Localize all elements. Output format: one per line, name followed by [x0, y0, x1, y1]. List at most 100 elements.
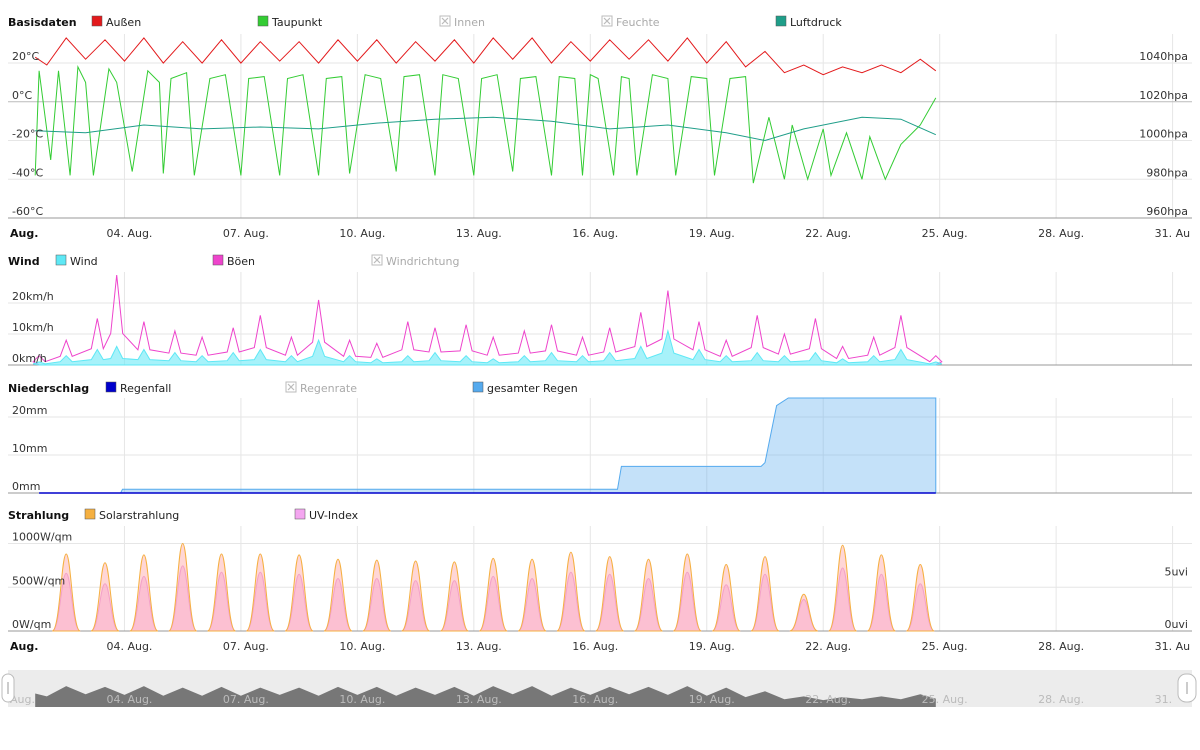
legend-label: Feuchte — [616, 16, 660, 29]
legend-item-innen[interactable]: Innen — [439, 15, 485, 29]
navigator-month-label: Aug. — [10, 693, 35, 706]
x-tick-label: 19. Aug. — [689, 227, 735, 240]
navigator-handle-right[interactable] — [1177, 673, 1197, 703]
navigator-tick-label: 25. Aug. — [922, 693, 968, 706]
legend-item-wind[interactable]: Wind — [55, 254, 98, 268]
y-tick-label: 0km/h — [12, 352, 47, 365]
legend-label: Wind — [70, 255, 98, 268]
x-tick-label: 28. Aug. — [1038, 640, 1084, 653]
x-tick-label: 13. Aug. — [456, 640, 502, 653]
legend-label: Windrichtung — [386, 255, 459, 268]
navigator-series — [35, 686, 936, 707]
legend-swatch — [91, 15, 103, 27]
y2-tick-label: 1020hpa — [1139, 89, 1188, 102]
y-tick-label: 500W/qm — [12, 574, 65, 587]
x-tick-label: 31. Au — [1155, 640, 1191, 653]
y2-tick-label: 0uvi — [1164, 618, 1188, 631]
legend-label: Solarstrahlung — [99, 509, 179, 522]
x-tick-label: 13. Aug. — [456, 227, 502, 240]
legend-item-b-en[interactable]: Böen — [212, 254, 255, 268]
navigator-tick-label: 16. Aug. — [572, 693, 618, 706]
navigator-tick-label: 10. Aug. — [339, 693, 385, 706]
y-tick-label: 20km/h — [12, 290, 54, 303]
legend-item-taupunkt[interactable]: Taupunkt — [257, 15, 323, 29]
x-tick-label: 31. Au — [1155, 227, 1191, 240]
x-tick-label: 10. Aug. — [339, 227, 385, 240]
legend-swatch — [84, 508, 96, 520]
legend-item-luftdruck[interactable]: Luftdruck — [775, 15, 842, 29]
navigator-tick-label: 04. Aug. — [106, 693, 152, 706]
y-tick-label: 0W/qm — [12, 618, 51, 631]
series-line-taupunkt — [34, 65, 937, 184]
legend-label: Außen — [106, 16, 141, 29]
x-tick-label: 16. Aug. — [572, 227, 618, 240]
legend-swatch — [775, 15, 787, 27]
legend-label: gesamter Regen — [487, 382, 578, 395]
text-layer: Basisdaten Außen Taupunkt Innen Feuchte Luftd… — [8, 15, 1191, 653]
x-tick-label: 22. Aug. — [805, 227, 851, 240]
legend-cross — [287, 383, 295, 391]
y2-tick-label: 960hpa — [1146, 205, 1188, 218]
panel-title-basisdaten: Basisdaten — [8, 16, 77, 29]
y-tick-label: -20°C — [12, 128, 43, 141]
x-tick-label: 25. Aug. — [922, 640, 968, 653]
panel-title-strahlung: Strahlung — [8, 509, 69, 522]
y-tick-label: 0°C — [12, 89, 32, 102]
x-tick-label: 22. Aug. — [805, 640, 851, 653]
navigator-tick-label: 07. Aug. — [223, 693, 269, 706]
y-tick-label: 0mm — [12, 480, 40, 493]
x-tick-label: 28. Aug. — [1038, 227, 1084, 240]
y2-tick-label: 1000hpa — [1139, 128, 1188, 141]
y-tick-label: -60°C — [12, 205, 43, 218]
y2-tick-label: 1040hpa — [1139, 50, 1188, 63]
legend-item-regenrate[interactable]: Regenrate — [285, 381, 357, 395]
series-area-gesamter-regen — [39, 397, 937, 494]
legend-label: Regenfall — [120, 382, 171, 395]
x-tick-label: 07. Aug. — [223, 227, 269, 240]
legend-swatch — [212, 254, 224, 266]
legend-label: Innen — [454, 16, 485, 29]
series-area-solarstrahlung — [51, 542, 935, 632]
navigator-tick-label: 13. Aug. — [456, 693, 502, 706]
y-tick-label: 1000W/qm — [12, 531, 72, 544]
legend-item-au-en[interactable]: Außen — [91, 15, 141, 29]
legend-label: Regenrate — [300, 382, 357, 395]
x-tick-label: 04. Aug. — [106, 227, 152, 240]
legend-item-uv-index[interactable]: UV-Index — [294, 508, 359, 522]
legend-item-solarstrahlung[interactable]: Solarstrahlung — [84, 508, 179, 522]
series-layer — [32, 37, 943, 632]
x-tick-label: 19. Aug. — [689, 640, 735, 653]
y-tick-label: 10km/h — [12, 321, 54, 334]
legend-item-windrichtung[interactable]: Windrichtung — [371, 254, 459, 268]
x-tick-label: 10. Aug. — [339, 640, 385, 653]
panel-title-wind: Wind — [8, 255, 40, 268]
legend-swatch — [472, 381, 484, 393]
navigator-handle-left[interactable] — [1, 673, 15, 703]
y2-tick-label: 980hpa — [1146, 166, 1188, 179]
series-line-au-en — [34, 37, 937, 76]
y2-tick-label: 5uvi — [1164, 566, 1188, 579]
legend-item-regenfall[interactable]: Regenfall — [105, 381, 171, 395]
y-tick-label: -40°C — [12, 166, 43, 179]
legend-item-gesamter-regen[interactable]: gesamter Regen — [472, 381, 578, 395]
legend-swatch — [55, 254, 67, 266]
series-area-wind — [32, 328, 942, 366]
x-tick-label: 04. Aug. — [106, 640, 152, 653]
legend-swatch — [105, 381, 117, 393]
legend-cross — [603, 17, 611, 25]
grid-layer — [8, 34, 1192, 632]
navigator-tick-label: 22. Aug. — [805, 693, 851, 706]
navigator-tick-label: 19. Aug. — [689, 693, 735, 706]
legend-label: Böen — [227, 255, 255, 268]
legend-label: Luftdruck — [790, 16, 842, 29]
x-tick-label: 25. Aug. — [922, 227, 968, 240]
navigator-tick-label: 31. — [1155, 693, 1173, 706]
legend-item-feuchte[interactable]: Feuchte — [601, 15, 660, 29]
x-tick-label: 07. Aug. — [223, 640, 269, 653]
x-tick-label: 16. Aug. — [572, 640, 618, 653]
y-tick-label: 20°C — [12, 50, 39, 63]
navigator[interactable]: Aug. 04. Aug. 07. Aug. 10. Aug. 13. Aug. 16. … — [1, 670, 1197, 707]
series-area-boeen — [32, 275, 943, 366]
legend-label: Taupunkt — [271, 16, 323, 29]
